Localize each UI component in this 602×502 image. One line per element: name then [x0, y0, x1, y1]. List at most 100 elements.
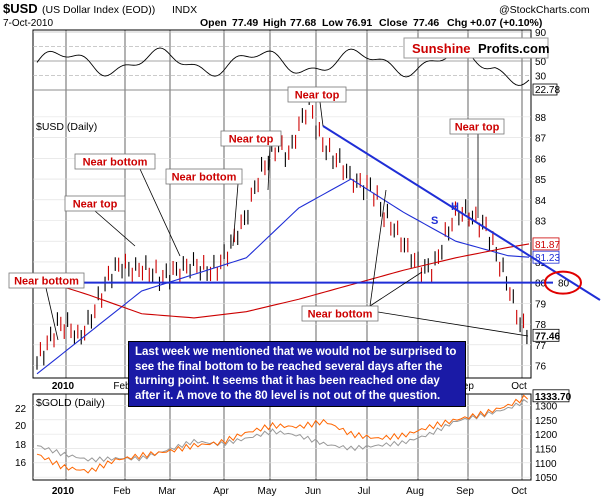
shoulder-label: S [431, 215, 438, 227]
near-bottom-label-box [8, 272, 85, 289]
x-tick-label: 2010 [52, 381, 75, 392]
near-bottom-label-box [74, 153, 156, 170]
gold-panel-title: $GOLD (Daily) [36, 397, 105, 409]
usd-ma-blue [36, 178, 530, 375]
near-bottom-label: Near bottom [308, 309, 373, 321]
near-bottom-label-box [165, 168, 243, 185]
gold-tick-label: 1100 [535, 459, 557, 470]
near-bottom-label: Near bottom [83, 157, 148, 169]
annotation-pointer [319, 101, 324, 127]
annotation-pointer [139, 168, 181, 257]
gold-ratio-line [36, 398, 528, 463]
gold-left-tick-label: 22 [15, 404, 27, 415]
near-top-label-box [220, 130, 282, 147]
near-top-label: Near top [229, 134, 274, 146]
low-value: 76.91 [346, 17, 372, 29]
x-tick-label: 2010 [52, 486, 75, 497]
usd-value-tag [532, 328, 560, 342]
gold-left-tick-label: 18 [15, 440, 27, 451]
usd-tick-label: 77 [535, 341, 547, 352]
symbol-title: $USD [3, 1, 38, 16]
x-tick-label: Oct [511, 486, 527, 497]
chart-date: 7-Oct-2010 [3, 18, 53, 29]
high-label: High [263, 17, 286, 29]
grid-lines [33, 30, 531, 480]
near-top-label-box [287, 86, 347, 103]
x-tick-label: Feb [113, 381, 131, 392]
x-tick-label: Sep [456, 486, 474, 497]
usd-tick-label: 85 [535, 175, 547, 186]
near-top-label: Near top [295, 90, 340, 102]
annotations: Near bottom Near top Near bottom Near botto… [8, 86, 529, 341]
near-bottom-label: Near bottom [14, 276, 79, 288]
gold-tick-label: 1250 [535, 416, 558, 427]
usd-tick-label: 80 [535, 279, 547, 290]
gold-tick-label: 1150 [535, 444, 557, 455]
near-top-label-box [449, 118, 505, 135]
usd-tick-label: 76 [535, 362, 547, 373]
low-label: Low [322, 17, 344, 29]
x-tick-label: Aug [406, 486, 424, 497]
annotation-pointer [267, 145, 271, 191]
target-ellipse [544, 270, 582, 295]
usd-tick-label: 83 [535, 216, 547, 227]
annotation-pointer [94, 210, 136, 247]
annotation-pointer [369, 271, 423, 307]
near-top-label-box [64, 195, 126, 212]
rsi-value-tag [532, 83, 558, 96]
usd-ma-red [36, 243, 530, 319]
annotation-pointer [232, 183, 239, 247]
usd-tick-label: 86 [535, 154, 547, 165]
usd-tick-label: 80 [558, 279, 570, 290]
gold-tick-label: 1200 [535, 430, 558, 441]
usd-tick-label: 84 [535, 196, 547, 207]
usd-value-text: 81.23 [535, 253, 560, 264]
gold-value-tag [532, 389, 570, 403]
symbol-name: (US Dollar Index (EOD)) [42, 4, 155, 16]
near-top-label: Near top [455, 122, 500, 134]
annotation-pointer [377, 311, 529, 337]
usd-value-tag [532, 237, 560, 251]
close-value: 77.46 [413, 17, 439, 29]
gold-left-tick-label: 16 [15, 458, 27, 469]
x-tick-label: Apr [213, 486, 229, 497]
x-tick-label: May [258, 486, 277, 497]
near-bottom-label: Near bottom [172, 172, 237, 184]
rsi-tick-label: 50 [535, 57, 547, 68]
annotation-pointer [45, 287, 59, 341]
close-label: Close [379, 17, 408, 29]
x-tick-label: Mar [158, 486, 176, 497]
near-bottom-label-box [301, 305, 379, 322]
gold-series [36, 394, 529, 474]
x-tick-label: Jul [358, 486, 371, 497]
chg-value: +0.07 (+0.10%) [470, 17, 542, 29]
brand-profits: Profits.com [478, 41, 550, 56]
gold-tick-label: 1050 [535, 473, 558, 484]
annotation-pointer [369, 189, 387, 307]
brand-sunshine: Sunshine [412, 41, 471, 56]
x-tick-label: Jun [305, 486, 321, 497]
brand-box [403, 37, 549, 59]
usd-tick-label: 79 [535, 299, 547, 310]
exchange-label: INDX [172, 4, 197, 16]
x-tick-label: Oct [511, 381, 527, 392]
chg-label: Chg [447, 17, 467, 29]
rsi-tick-label: 30 [535, 72, 547, 83]
usd-series [33, 90, 601, 375]
high-value: 77.68 [290, 17, 316, 29]
usd-tick-label: 87 [535, 134, 547, 145]
gold-left-tick-label: 20 [15, 421, 27, 432]
near-top-label: Near top [73, 199, 118, 211]
head-label: H [451, 201, 459, 213]
usd-value-text: 77.46 [535, 331, 560, 342]
commentary-note: Last week we mentioned that we would not… [128, 341, 466, 407]
rsi-tick-label: 90 [535, 28, 547, 39]
usd-panel-title: $USD (Daily) [36, 121, 97, 133]
gold-tick-label: 1300 [535, 401, 558, 412]
open-label: Open [200, 17, 227, 29]
usd-value-text: 81.87 [535, 240, 560, 251]
gold-price-line [36, 394, 529, 474]
copyright: @StockCharts.com [499, 4, 590, 16]
